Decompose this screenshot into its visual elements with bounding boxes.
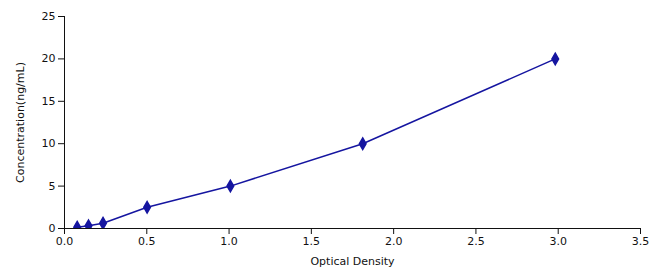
- svg-text:0: 0: [49, 222, 56, 235]
- svg-text:0.0: 0.0: [56, 235, 74, 248]
- svg-text:5: 5: [49, 180, 56, 193]
- svg-text:3.0: 3.0: [549, 235, 567, 248]
- svg-text:10: 10: [42, 137, 56, 150]
- svg-text:25: 25: [42, 10, 56, 23]
- svg-text:Optical Density: Optical Density: [310, 255, 395, 268]
- svg-text:20: 20: [42, 52, 56, 65]
- svg-text:0.5: 0.5: [138, 235, 156, 248]
- svg-text:3.5: 3.5: [632, 235, 650, 248]
- svg-text:1.0: 1.0: [220, 235, 238, 248]
- svg-text:1.5: 1.5: [303, 235, 321, 248]
- svg-text:Concentration(ng/mL): Concentration(ng/mL): [14, 62, 27, 183]
- svg-text:15: 15: [42, 95, 56, 108]
- svg-text:2.0: 2.0: [385, 235, 403, 248]
- svg-text:2.5: 2.5: [467, 235, 485, 248]
